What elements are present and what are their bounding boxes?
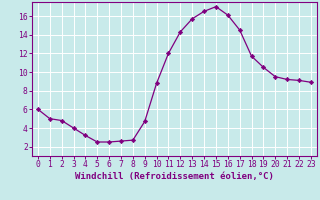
X-axis label: Windchill (Refroidissement éolien,°C): Windchill (Refroidissement éolien,°C) [75, 172, 274, 181]
